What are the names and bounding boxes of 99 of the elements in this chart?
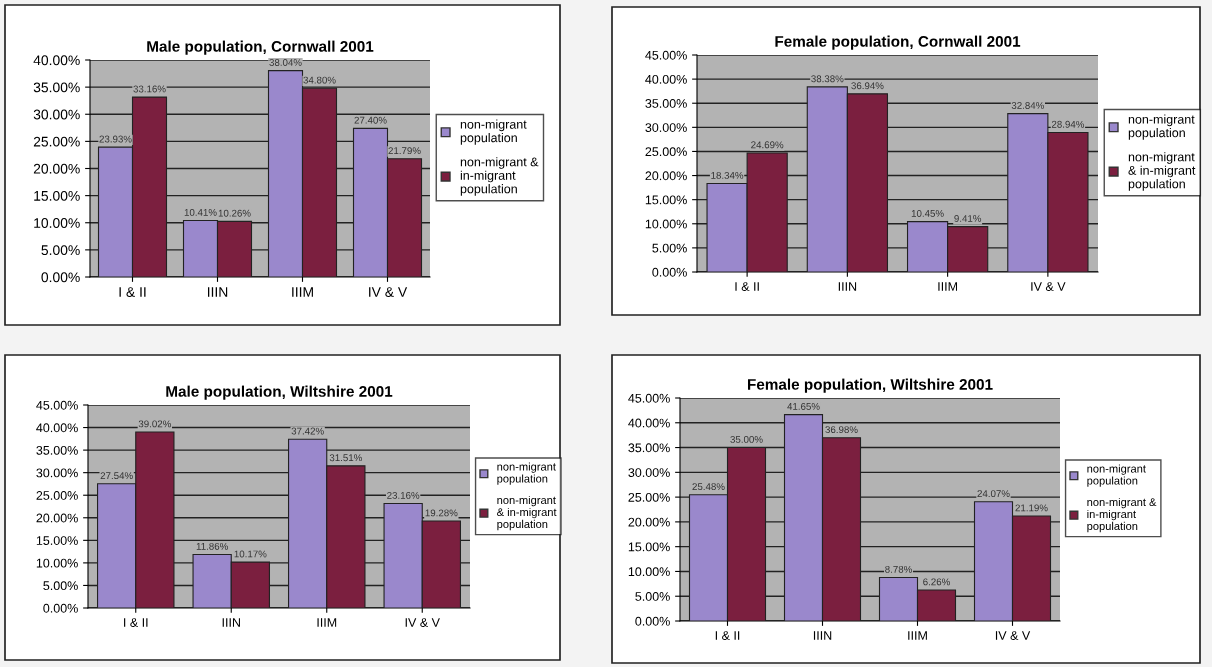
y-tick-label: 0.00% bbox=[635, 616, 670, 626]
data-label: 38.38% bbox=[811, 75, 844, 83]
x-tick-label: IIIN bbox=[207, 287, 228, 297]
data-label: 23.16% bbox=[387, 491, 420, 499]
x-tick-label: IIIM bbox=[292, 287, 313, 297]
data-label: 8.78% bbox=[885, 565, 912, 573]
data-label: 23.93% bbox=[99, 135, 132, 143]
x-tick-label: I & II bbox=[119, 287, 146, 297]
y-tick-label: 30.00% bbox=[36, 468, 78, 478]
x-tick-label: IV & V bbox=[369, 287, 408, 297]
legend-label: non-migrant & in-migrant population bbox=[1128, 152, 1196, 191]
data-label: 34.80% bbox=[303, 76, 336, 84]
data-label: 21.79% bbox=[388, 147, 421, 155]
y-tick-label: 0.00% bbox=[41, 272, 80, 283]
data-label: 11.86% bbox=[196, 542, 228, 550]
y-tick-label: 25.00% bbox=[36, 491, 78, 500]
chart-title: Male population, Cornwall 2001 bbox=[147, 40, 374, 55]
data-label: 37.42% bbox=[291, 427, 324, 435]
y-tick-label: 5.00% bbox=[652, 243, 687, 253]
y-tick-label: 25.00% bbox=[33, 136, 80, 147]
y-tick-label: 45.00% bbox=[628, 393, 670, 403]
y-tick-label: 30.00% bbox=[645, 123, 687, 132]
y-tick-label: 45.00% bbox=[645, 50, 687, 60]
data-label: 32.84% bbox=[1011, 102, 1044, 109]
y-tick-label: 15.00% bbox=[36, 536, 78, 545]
legend-label: non-migrant population bbox=[1128, 114, 1195, 140]
y-tick-label: 35.00% bbox=[628, 443, 670, 453]
data-label: 39.02% bbox=[138, 420, 171, 428]
legend-label: non-migrant & in-migrant population bbox=[460, 157, 539, 196]
y-tick-label: 30.00% bbox=[33, 109, 80, 120]
y-tick-label: 30.00% bbox=[628, 468, 670, 477]
data-label: 9.41% bbox=[954, 215, 982, 222]
x-tick-label: IIIM bbox=[317, 618, 337, 627]
y-tick-label: 45.00% bbox=[36, 400, 78, 410]
y-tick-label: 15.00% bbox=[34, 190, 80, 201]
data-label: 36.98% bbox=[825, 426, 858, 434]
data-label: 6.26% bbox=[923, 578, 950, 586]
y-tick-label: 10.00% bbox=[36, 558, 78, 568]
y-tick-label: 20.00% bbox=[36, 513, 78, 523]
x-tick-label: I & II bbox=[715, 631, 740, 640]
y-tick-label: 5.00% bbox=[635, 592, 670, 601]
x-tick-label: IV & V bbox=[405, 618, 440, 627]
data-label: 10.45% bbox=[911, 210, 944, 217]
y-tick-label: 25.00% bbox=[628, 492, 670, 502]
x-tick-label: IIIM bbox=[908, 631, 927, 640]
data-label: 19.28% bbox=[425, 509, 458, 517]
data-label: 18.34% bbox=[711, 171, 744, 179]
y-tick-label: 25.00% bbox=[645, 147, 687, 157]
y-tick-label: 20.00% bbox=[645, 171, 687, 181]
y-tick-label: 20.00% bbox=[33, 163, 80, 174]
chart-title: Female population, Cornwall 2001 bbox=[775, 35, 1021, 50]
y-tick-label: 15.00% bbox=[645, 195, 687, 205]
data-label: 41.65% bbox=[787, 403, 820, 410]
y-tick-label: 10.00% bbox=[628, 567, 670, 577]
x-tick-label: IIIN bbox=[222, 618, 240, 627]
data-label: 28.94% bbox=[1051, 120, 1085, 128]
y-tick-label: 0.00% bbox=[652, 267, 687, 277]
y-tick-label: 10.00% bbox=[34, 218, 80, 228]
data-label: 21.19% bbox=[1015, 504, 1048, 512]
x-tick-label: IV & V bbox=[1031, 282, 1066, 291]
y-tick-label: 40.00% bbox=[33, 55, 80, 66]
data-label: 25.48% bbox=[692, 483, 725, 491]
data-label: 24.69% bbox=[751, 141, 784, 149]
x-tick-label: IIIM bbox=[938, 282, 958, 291]
chart-title: Female population, Wiltshire 2001 bbox=[748, 378, 993, 393]
data-label: 10.41% bbox=[184, 208, 217, 216]
y-tick-label: 40.00% bbox=[36, 423, 78, 433]
x-tick-label: IIIN bbox=[813, 631, 832, 640]
y-tick-label: 10.00% bbox=[645, 219, 687, 229]
data-label: 10.26% bbox=[218, 209, 251, 217]
y-tick-label: 0.00% bbox=[43, 603, 78, 613]
data-label: 24.07% bbox=[977, 490, 1010, 498]
y-tick-label: 35.00% bbox=[33, 82, 80, 93]
data-label: 27.54% bbox=[100, 472, 133, 480]
data-label: 36.94% bbox=[851, 82, 884, 90]
data-label: 38.04% bbox=[269, 59, 302, 66]
y-tick-label: 5.00% bbox=[43, 581, 78, 591]
legend-label: non-migrant population bbox=[460, 119, 527, 145]
data-label: 27.40% bbox=[354, 116, 387, 124]
legend-label: non-migrant & in-migrant population bbox=[497, 495, 557, 531]
data-label: 35.00% bbox=[730, 435, 763, 443]
data-label: 31.51% bbox=[329, 454, 362, 462]
legend-label: non-migrant population bbox=[1087, 464, 1146, 487]
x-tick-label: IV & V bbox=[995, 631, 1031, 640]
data-label: 33.16% bbox=[133, 85, 166, 93]
y-tick-label: 35.00% bbox=[645, 99, 687, 108]
y-tick-label: 15.00% bbox=[628, 542, 670, 552]
legend-label: non-migrant population bbox=[497, 462, 556, 485]
y-tick-label: 20.00% bbox=[628, 517, 670, 527]
x-tick-label: I & II bbox=[735, 282, 759, 291]
legend-label: non-migrant & in-migrant population bbox=[1087, 497, 1157, 533]
y-tick-label: 35.00% bbox=[36, 445, 78, 455]
chart-title: Male population, Wiltshire 2001 bbox=[166, 385, 393, 400]
y-tick-label: 40.00% bbox=[628, 418, 670, 428]
x-tick-label: IIIN bbox=[838, 282, 857, 291]
y-tick-label: 40.00% bbox=[645, 74, 687, 84]
x-tick-label: I & II bbox=[124, 618, 148, 627]
data-label: 10.17% bbox=[234, 550, 267, 558]
y-tick-label: 5.00% bbox=[41, 245, 80, 256]
